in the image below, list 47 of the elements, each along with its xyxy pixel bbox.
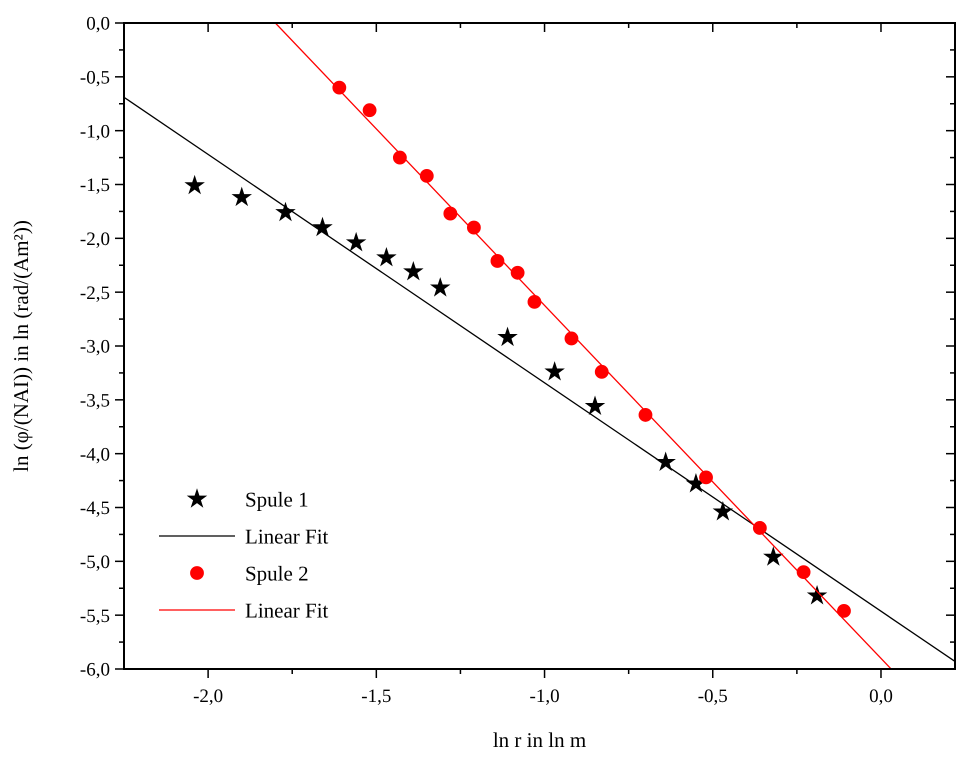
y-tick-label: -3,5 (80, 390, 110, 412)
x-tick-label: -1,0 (530, 686, 560, 707)
y-tick-label: -4,5 (80, 498, 110, 520)
x-tick-label: -2,0 (193, 686, 224, 707)
y-tick-label: -2,0 (80, 228, 110, 250)
point (275, 202, 296, 222)
point (837, 604, 851, 618)
point (184, 174, 205, 194)
x-axis-title: ln r in ln m (492, 728, 586, 752)
point (376, 246, 397, 266)
x-tick-label: -1,5 (361, 686, 392, 707)
point (594, 364, 609, 379)
y-tick-label: -6,0 (80, 660, 110, 681)
point (443, 206, 458, 220)
legend-label: Linear Fit (245, 524, 329, 548)
point (346, 232, 366, 252)
point (544, 361, 565, 381)
y-axis-title: ln (φ/(NAI)) in ln (rad/(Am²)) (9, 220, 33, 472)
y-tick-label: 0,0 (86, 14, 110, 35)
point (430, 277, 450, 297)
y-tick-label: -0,5 (80, 67, 110, 88)
y-tick-label: -1,0 (80, 121, 110, 142)
y-tick-label: -2,5 (80, 282, 110, 304)
point (763, 546, 784, 566)
point (420, 168, 434, 183)
legend-label: Spule 2 (245, 561, 309, 586)
x-tick-label: 0,0 (869, 686, 893, 707)
y-tick-label: -3,0 (80, 336, 110, 358)
point (584, 396, 606, 415)
y-tick-label: -5,5 (80, 606, 110, 627)
point (564, 332, 578, 346)
legend-label: Linear Fit (245, 598, 329, 622)
point (806, 585, 828, 604)
point (796, 565, 811, 579)
x-tick-label: -0,5 (698, 686, 728, 707)
y-tick-label: -5,0 (80, 552, 110, 573)
y-tick-label: -1,5 (80, 175, 110, 196)
point (712, 501, 734, 521)
point (528, 294, 542, 309)
point (490, 254, 504, 268)
legend-label: Spule 1 (245, 487, 309, 512)
point (232, 186, 252, 206)
point (403, 260, 424, 280)
y-tick-label: -4,0 (80, 444, 110, 466)
point (362, 103, 377, 118)
point (312, 216, 333, 236)
point (497, 326, 518, 346)
